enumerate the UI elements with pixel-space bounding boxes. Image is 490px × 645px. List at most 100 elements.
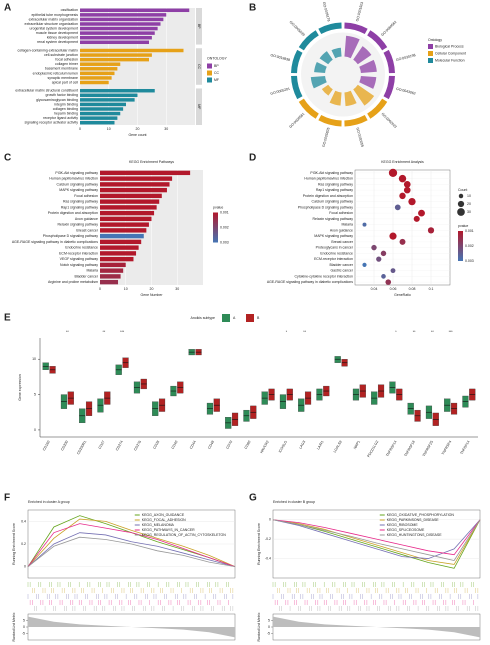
legend-swatch	[246, 314, 254, 322]
size-label: 20	[467, 202, 471, 206]
es-line	[27, 536, 236, 568]
x-tick-label: 20	[136, 127, 140, 131]
legend-label: CC	[214, 71, 220, 75]
category-label: AGE-RAGE signaling pathway in diabetic c…	[12, 240, 98, 244]
x-axis-label: Gene Number	[141, 293, 164, 297]
category-label: Ras signaling pathway	[318, 182, 353, 186]
category-label: Bladder cancer	[329, 263, 353, 267]
metric-tick-label: 5	[23, 618, 25, 622]
category-label: ossification	[61, 8, 78, 12]
category-label: Relaxin signaling pathway	[313, 217, 354, 221]
y-tick-label: -0.4	[265, 556, 271, 560]
ring-segment	[383, 75, 395, 100]
bar	[100, 251, 137, 256]
category-label: Focal adhesion	[329, 211, 353, 215]
bar	[100, 216, 152, 222]
x-tick-label: HAVCR2	[259, 440, 269, 454]
dot	[413, 215, 420, 222]
category-label: urogenital system development	[30, 26, 78, 30]
category-label: Gastric cancer	[330, 269, 353, 273]
category-label: Focal adhesion	[74, 194, 98, 198]
category-label: ECM-receptor interaction	[59, 251, 98, 255]
category-label: muscle tissue development	[36, 31, 78, 35]
dot	[390, 268, 396, 274]
legend-tick-label: 0.003	[220, 240, 229, 244]
bar	[80, 98, 135, 102]
category-label: Bladder cancer	[74, 274, 98, 278]
legend-label: Cellular Component	[435, 51, 466, 55]
x-tick-label: CD40	[171, 440, 179, 450]
chart-title: KEGG Enrichment Analysis	[381, 160, 424, 164]
category-label: receptor ligand activity	[43, 116, 78, 120]
term-label: GO:0005201	[270, 87, 290, 96]
dot	[381, 274, 386, 279]
ring-segment	[367, 98, 388, 119]
category-label: Breast cancer	[331, 240, 353, 244]
radial-bar	[331, 47, 342, 59]
bar	[100, 187, 167, 193]
bar	[80, 120, 115, 125]
y-axis-label: Running Enrichment Score	[12, 523, 16, 565]
category-label: extracellular matrix organization	[29, 17, 78, 21]
x-axis-label: Gene count	[128, 133, 146, 137]
radial-bar	[319, 51, 333, 65]
x-tick-label: 20	[150, 287, 154, 291]
legend-label: KEGG_PATHWAYS_IN_CANCER	[142, 528, 195, 532]
legend-label: MF	[214, 78, 219, 82]
bar	[80, 102, 126, 107]
metric-tick-label: 5	[268, 618, 270, 622]
term-label: GO:0005581	[288, 112, 305, 129]
term-label: GO:0005178	[322, 1, 331, 21]
x-tick-label: 0	[79, 127, 81, 131]
category-label: signaling receptor activator activity	[25, 121, 79, 125]
legend-title: Anoikis subtype	[190, 316, 215, 320]
category-label: Malaria	[342, 223, 354, 227]
bar	[100, 170, 191, 176]
bar	[80, 8, 190, 13]
legend-swatch	[428, 51, 433, 56]
ring-segment	[291, 49, 303, 74]
legend-label: BP	[214, 64, 219, 68]
term-label: GO:0030198	[396, 53, 416, 62]
x-tick-label: ICOSLG	[278, 440, 288, 454]
dot	[394, 204, 401, 211]
bar	[100, 176, 173, 181]
x-tick-label: LAG3	[298, 440, 306, 450]
category-label: collagen trimer	[55, 62, 79, 66]
legend-swatch	[428, 44, 433, 49]
ring-segment	[318, 22, 342, 34]
radial-bar	[314, 62, 327, 74]
size-key	[457, 200, 465, 208]
inner-bg	[301, 32, 385, 117]
x-tick-label: LGALS9	[333, 440, 343, 454]
metric-tick-label: 0	[268, 625, 270, 629]
x-tick-label: 10	[107, 127, 111, 131]
category-label: Relaxin signaling pathway	[58, 223, 99, 227]
bar	[80, 48, 184, 53]
plot-frame	[354, 169, 451, 286]
ring-segment	[318, 115, 342, 127]
category-label: Endocrine resistance	[65, 246, 98, 250]
legend-swatch	[222, 314, 230, 322]
dot	[388, 168, 398, 178]
term-label: GO:0005925	[322, 127, 331, 147]
category-label: ECM-receptor interaction	[314, 257, 353, 261]
y-tick-label: 0.2	[21, 542, 26, 546]
legend-label: Molecular Function	[435, 58, 465, 62]
category-label: growth factor binding	[46, 93, 79, 97]
bar	[80, 13, 167, 17]
legend-label: Biological Process	[435, 44, 464, 48]
category-label: VEGF signaling pathway	[60, 257, 99, 261]
panel-label: E	[4, 313, 11, 324]
radial-bar	[353, 84, 375, 106]
radial-bar	[359, 75, 377, 89]
x-tick-label: CD80	[244, 440, 252, 450]
color-bar	[213, 212, 218, 243]
x-tick-label: TNFRSF14	[385, 440, 397, 457]
bar	[100, 182, 170, 187]
bar	[80, 111, 121, 116]
bar	[80, 76, 112, 80]
legend-label: KEGG_RIBOSOME	[387, 523, 419, 527]
dot	[403, 181, 411, 188]
significance: **	[431, 330, 434, 334]
